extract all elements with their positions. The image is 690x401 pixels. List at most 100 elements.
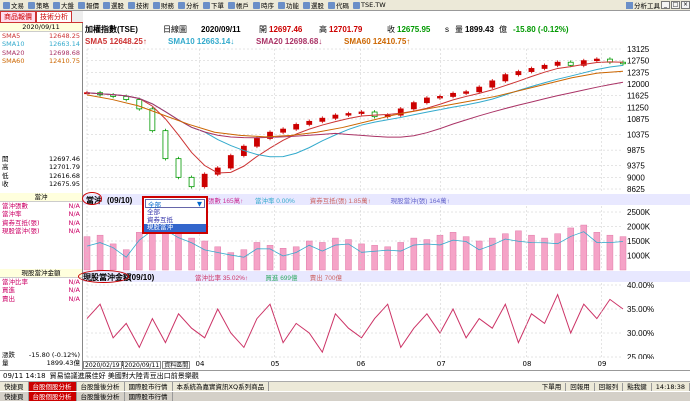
toolbar-item[interactable]: 技術 (136, 2, 149, 10)
toolbar-item[interactable]: 財務 (161, 2, 174, 10)
toolbar-icon[interactable] (3, 1, 10, 9)
status-bar: 快捷頁 台股個股分析 台股盤後分析 國際股市行情 本系統為嘉實資訊XQ系列商品 下單用 回報… (0, 381, 690, 392)
toolbar-item[interactable]: 文易 (11, 2, 24, 10)
info-row-name: 當沖比率 (2, 278, 28, 286)
toolbar-icon[interactable] (53, 1, 60, 9)
candle-body (476, 86, 483, 93)
legend-entry: 資券互抵(張) 1.85萬↑ (310, 196, 371, 205)
toolbar-icon[interactable] (178, 1, 185, 9)
filter-dropdown[interactable]: 全部 ▼ 全部 資券互抵 現股當沖 (142, 196, 208, 234)
daytrade-bar (423, 239, 431, 271)
task-tab[interactable]: 快捷頁 (0, 391, 29, 401)
daytrade-bar (384, 246, 391, 271)
tab-technical[interactable]: 技術分析 (36, 11, 72, 22)
y-tick-label: 1000K (627, 252, 651, 261)
tab-quote[interactable]: 商品報價 (0, 11, 36, 22)
status-right-item[interactable]: 下單用 (537, 382, 567, 391)
info-row-name: 開 (2, 155, 9, 163)
toolbar-icon[interactable] (103, 1, 110, 9)
toolbar-icon[interactable] (203, 1, 210, 9)
info-row-value: 12663.14 (48, 40, 80, 49)
toolbar-icon[interactable] (28, 1, 35, 9)
info-row: 當沖張數 N/A (0, 202, 82, 210)
toolbar-item[interactable]: 下單 (211, 2, 224, 10)
task-tab[interactable]: 台股盤後分析 (77, 391, 125, 401)
toolbar-icon[interactable] (153, 1, 160, 9)
ticker-time: 09/11 14:18 (3, 372, 46, 380)
toolbar-icon[interactable] (228, 1, 235, 9)
y-tick-label: 30.00% (627, 329, 654, 338)
toolbar-item[interactable]: 分析 (186, 2, 199, 10)
status-tab[interactable]: 台股個股分析 (28, 381, 77, 392)
toolbar-item[interactable]: 選股 (311, 2, 324, 10)
status-tab[interactable]: 本系統為嘉實資訊XQ系列商品 (173, 381, 270, 392)
amount-header (83, 271, 690, 282)
dropdown-select[interactable]: 全部 ▼ (145, 199, 205, 209)
status-tab[interactable]: 國際股市行情 (125, 381, 173, 392)
candle-body (280, 128, 286, 133)
close-label: 收 (387, 24, 395, 34)
dropdown-option[interactable]: 現股當沖 (144, 223, 206, 232)
info-row-name: SMA20 (2, 48, 25, 57)
toolbar-icon[interactable] (253, 1, 260, 9)
status-right-item[interactable]: 回報列 (594, 382, 624, 391)
candle-body (123, 96, 130, 100)
status-right-item[interactable]: 14:18:38 (651, 382, 690, 391)
analysis-tool-label[interactable]: 分析工具 (634, 2, 660, 10)
change-block: 漲跌 -15.80 (-0.12%) 量 1899.43億 (0, 351, 82, 368)
sma10-legend: SMA10 12663.14↓ (168, 37, 234, 46)
sma60-legend: SMA60 12410.75↑ (344, 37, 410, 46)
x-tick-label: 09 (597, 360, 607, 368)
toolbar-item[interactable]: 報價 (86, 2, 99, 10)
ticker-text[interactable]: 貿易協議進展佳好 美國對大陸青豆出口前景樂觀 (49, 372, 199, 380)
status-right-item[interactable]: 回報用 (566, 382, 595, 391)
chevron-down-icon[interactable]: ▼ (197, 199, 202, 208)
candle-body (450, 92, 456, 97)
chart-area[interactable]: 加權指數(TSE) 日線圖 2020/09/11 開 12697.46 高 12… (83, 23, 690, 362)
range-end[interactable]: 2020/09/11 (122, 360, 162, 369)
toolbar-icon[interactable] (78, 1, 85, 9)
daytrade-bar (188, 237, 195, 271)
restore-button[interactable]: □ (671, 1, 680, 9)
toolbar-items: 文易 策略 大盤 報價 選股 技術 財務 分析 下單 帳戶 時序 功能 選股 代碼 TSE.TW (0, 0, 392, 10)
toolbar-item[interactable]: 大盤 (61, 2, 74, 10)
toolbar-icon[interactable] (128, 1, 135, 9)
info-row-name: SMA5 (2, 32, 21, 40)
toolbar-item[interactable]: TSE.TW (361, 1, 386, 9)
toolbar-icon[interactable] (328, 1, 335, 9)
minimize-button[interactable]: _ (661, 1, 670, 9)
info-row-name: 量 (2, 359, 9, 368)
status-tab[interactable]: 快捷頁 (0, 381, 29, 392)
range-start[interactable]: 2020/02/19 (83, 360, 122, 369)
toolbar-item[interactable]: 功能 (286, 2, 299, 10)
toolbar-icon[interactable] (353, 1, 360, 9)
toolbar-item[interactable]: 選股 (111, 2, 124, 10)
dropdown-option[interactable]: 資券互抵 (147, 215, 173, 224)
status-tab[interactable]: 台股盤後分析 (77, 381, 125, 392)
ma-block: 2020/09/11 SMA5 12648.25 SMA10 12663.14 SMA2… (0, 23, 82, 65)
toolbar-item[interactable]: 帳戶 (236, 2, 249, 10)
toolbar-icon[interactable] (303, 1, 310, 9)
main-toolbar: 文易 策略 大盤 報價 選股 技術 財務 分析 下單 帳戶 時序 功能 選股 代碼 TSE.TW 分析工具 … (0, 0, 690, 11)
y-tick-label: 13125 (627, 45, 650, 54)
news-ticker[interactable]: 09/11 14:18 貿易協議進展佳好 美國對大陸青豆出口前景樂觀 (0, 370, 690, 381)
task-tab[interactable]: 台股個股分析 (28, 391, 77, 401)
task-tab[interactable]: 國際股市行情 (125, 391, 173, 401)
change-value: -15.80 (-0.12%) (513, 25, 569, 34)
candle-body (345, 113, 352, 116)
x-tick-label: 08 (522, 360, 532, 368)
toolbar-item[interactable]: 時序 (261, 2, 274, 10)
range-zoom[interactable]: 資料區間 (162, 360, 191, 369)
tab-strip: 商品報價 技術分析 (0, 11, 83, 23)
toolbar-item[interactable]: 策略 (36, 2, 49, 10)
status-right-item[interactable]: 點我鍵 (623, 382, 652, 391)
info-row-value: 12675.95 (48, 179, 80, 188)
close-icon[interactable]: × (681, 1, 690, 9)
legend-entry: 當沖率 0.00% (255, 196, 295, 205)
candle-body (306, 120, 313, 125)
toolbar-icon[interactable] (278, 1, 285, 9)
dropdown-option[interactable]: 全部 (147, 208, 160, 216)
analysis-tool-icon[interactable] (626, 1, 633, 9)
toolbar-item[interactable]: 代碼 (336, 2, 349, 10)
y-tick-label: 40.00% (627, 281, 654, 290)
